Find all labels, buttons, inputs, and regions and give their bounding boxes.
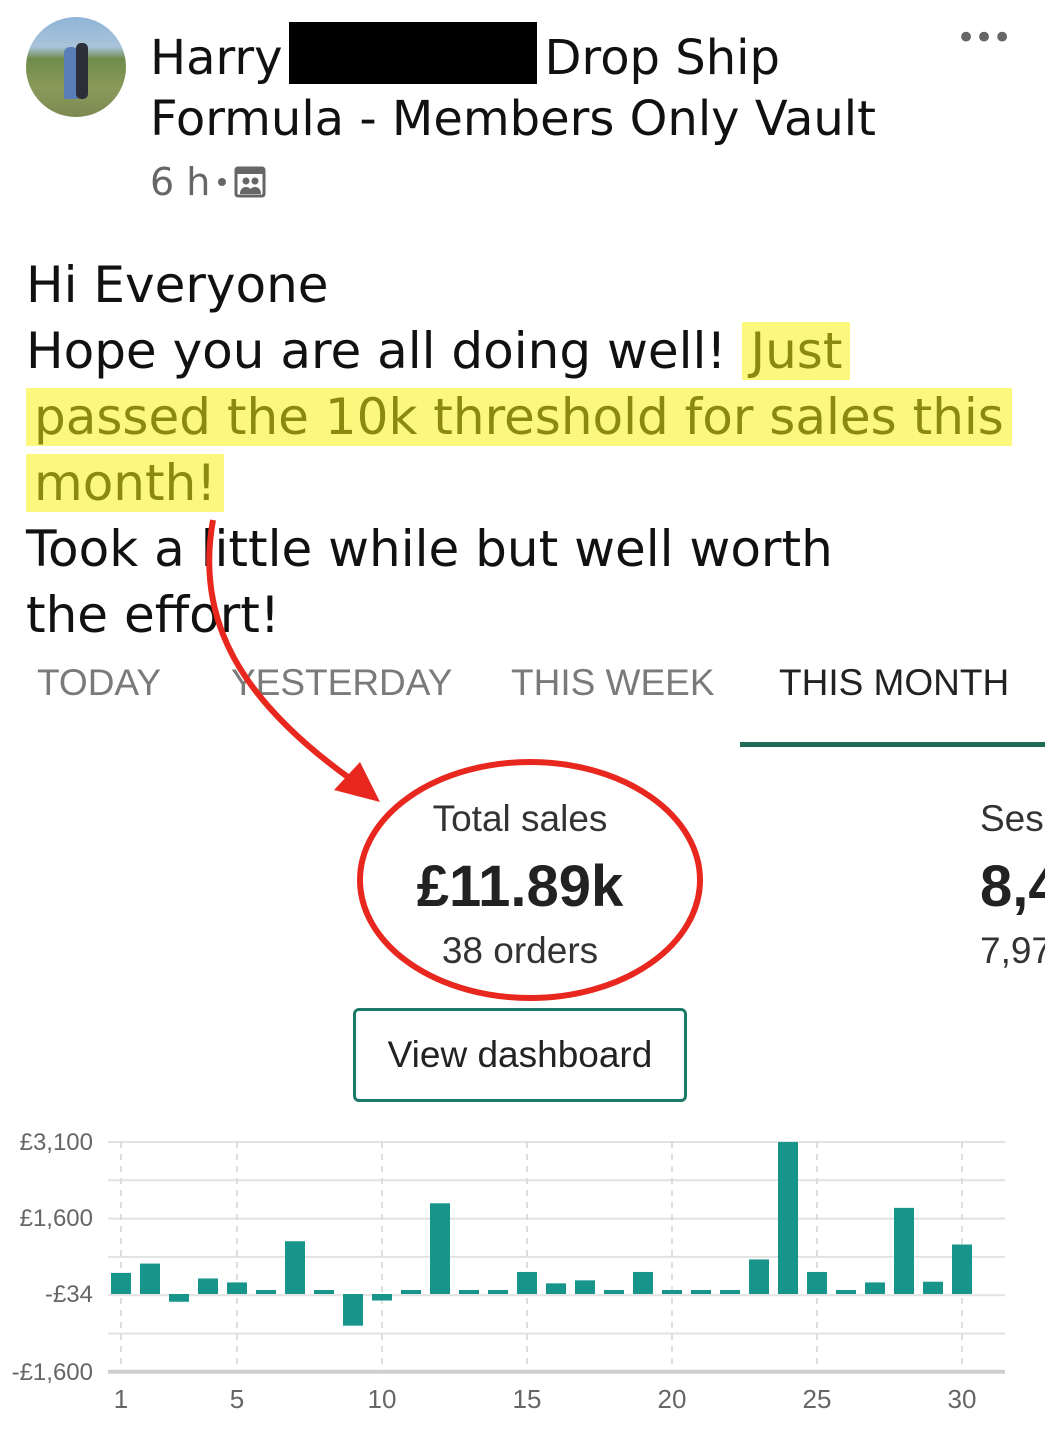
total-sales-orders: 38 orders — [441, 930, 599, 971]
sessions-value: 8,4 — [980, 854, 1045, 919]
post-group-title[interactable]: Harry Drop Ship — [150, 22, 780, 90]
tab-today[interactable]: TODAY — [37, 662, 162, 703]
bar-day-11 — [401, 1290, 421, 1294]
bar-day-16 — [546, 1283, 566, 1294]
separator-dot — [218, 178, 227, 186]
bar-day-17 — [575, 1280, 595, 1294]
total-sales-label: Total sales — [432, 798, 608, 839]
bar-day-9 — [343, 1294, 363, 1326]
more-options-icon[interactable]: ••• — [956, 18, 1012, 58]
group-name-line2[interactable]: Formula - Members Only Vault — [150, 91, 876, 147]
y-tick-label: -£1,600 — [12, 1359, 93, 1386]
bar-day-15 — [517, 1271, 537, 1294]
group-icon — [234, 166, 266, 198]
bar-day-14 — [488, 1290, 508, 1294]
tab-yesterday[interactable]: YESTERDAY — [231, 662, 453, 703]
bar-day-20 — [662, 1290, 682, 1294]
author-name[interactable]: Harry — [150, 30, 283, 86]
bar-day-5 — [227, 1282, 247, 1294]
bar-day-10 — [372, 1294, 392, 1301]
sessions-label: Ses — [980, 798, 1044, 839]
bar-day-4 — [198, 1278, 218, 1294]
view-dashboard-button[interactable]: View dashboard — [353, 1008, 687, 1102]
x-tick-label: 5 — [230, 1384, 244, 1414]
bar-day-24 — [778, 1142, 798, 1294]
x-tick-label: 20 — [658, 1384, 687, 1414]
x-tick-label: 1 — [114, 1384, 128, 1414]
bar-day-25 — [807, 1271, 827, 1294]
bar-day-21 — [691, 1290, 711, 1294]
group-name-part[interactable]: Drop Ship — [544, 30, 780, 86]
y-tick-label: £3,100 — [20, 1129, 93, 1156]
bar-day-3 — [169, 1294, 189, 1302]
bar-day-18 — [604, 1290, 624, 1294]
tab-this-week[interactable]: THIS WEEK — [511, 662, 715, 703]
post-line: Took a little while but well worth the e… — [26, 520, 833, 644]
x-tick-label: 10 — [368, 1384, 397, 1414]
bar-day-6 — [256, 1290, 276, 1294]
y-tick-label: -£34 — [45, 1281, 93, 1308]
active-tab-indicator — [740, 742, 1045, 747]
total-sales-value: £11.89k — [416, 854, 624, 919]
arrow-head — [334, 762, 380, 802]
y-tick-label: £1,600 — [20, 1205, 93, 1232]
bar-day-19 — [633, 1271, 653, 1294]
bar-day-22 — [720, 1290, 740, 1294]
x-tick-label: 15 — [513, 1384, 542, 1414]
post-body: Hi Everyone Hope you are all doing well!… — [26, 252, 1026, 648]
avatar-photo-figure — [64, 47, 78, 99]
bar-day-29 — [923, 1281, 943, 1294]
bar-day-8 — [314, 1290, 334, 1294]
x-tick-label: 25 — [803, 1384, 832, 1414]
avatar-photo-figure — [76, 43, 88, 99]
bar-day-27 — [865, 1282, 885, 1294]
post-paragraph: Hope you are all doing well! Just passed… — [26, 318, 1026, 516]
post-meta: 6 h — [150, 160, 266, 204]
sessions-sub: 7,97 — [980, 930, 1045, 971]
post-time[interactable]: 6 h — [150, 160, 211, 204]
bar-day-23 — [749, 1259, 769, 1294]
x-tick-label: 30 — [948, 1384, 977, 1414]
bar-day-28 — [894, 1207, 914, 1294]
avatar[interactable] — [26, 17, 126, 117]
post-text: Hope you are all doing well! — [26, 322, 743, 380]
tab-this-month[interactable]: THIS MONTH — [779, 662, 1010, 703]
bar-day-26 — [836, 1290, 856, 1294]
redaction-box — [288, 22, 537, 84]
post-line: Hi Everyone — [26, 256, 329, 314]
bar-day-30 — [952, 1244, 972, 1294]
bar-day-2 — [140, 1263, 160, 1294]
bar-day-1 — [111, 1272, 131, 1294]
bar-day-13 — [459, 1290, 479, 1294]
bar-day-12 — [430, 1203, 450, 1294]
bar-day-7 — [285, 1241, 305, 1294]
